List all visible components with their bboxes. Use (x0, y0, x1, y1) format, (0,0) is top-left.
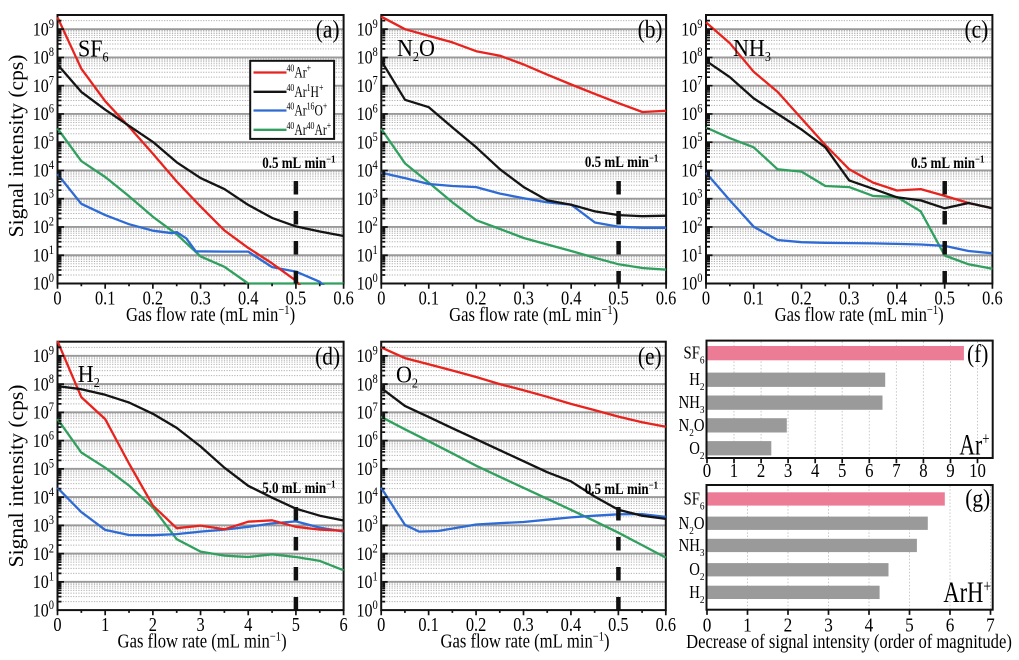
svg-text:7: 7 (986, 614, 995, 637)
svg-text:3: 3 (197, 614, 205, 636)
svg-text:4: 4 (244, 614, 252, 636)
svg-text:0.4: 0.4 (561, 287, 581, 309)
svg-text:0.6: 0.6 (656, 614, 676, 636)
svg-text:Gas flow rate (mL min−1): Gas flow rate (mL min−1) (126, 302, 295, 327)
svg-text:0: 0 (377, 614, 385, 636)
svg-text:N2O: N2O (679, 515, 705, 537)
svg-text:NH3: NH3 (733, 35, 771, 64)
svg-text:2: 2 (784, 614, 793, 637)
svg-text:8: 8 (919, 459, 927, 481)
svg-text:0.6: 0.6 (656, 287, 676, 309)
svg-text:(c): (c) (965, 16, 989, 44)
svg-text:2: 2 (757, 459, 765, 481)
svg-text:Signal intensity (cps): Signal intensity (cps) (4, 55, 28, 238)
svg-text:0: 0 (53, 287, 61, 309)
svg-text:0.1: 0.1 (419, 287, 439, 309)
svg-text:0: 0 (703, 459, 711, 481)
svg-text:40Ar+: 40Ar+ (287, 64, 312, 81)
svg-text:NH3: NH3 (679, 394, 705, 416)
svg-text:0.4: 0.4 (238, 287, 258, 309)
svg-text:0: 0 (702, 287, 710, 309)
svg-text:N2O: N2O (397, 35, 435, 64)
svg-text:Gas flow rate (mL min−1): Gas flow rate (mL min−1) (775, 302, 944, 327)
svg-text:Gas flow rate (mL min−1): Gas flow rate (mL min−1) (440, 629, 609, 654)
svg-text:0.2: 0.2 (143, 287, 163, 309)
svg-text:0.5 mL min−1: 0.5 mL min−1 (911, 154, 985, 172)
svg-text:0.2: 0.2 (791, 287, 811, 309)
svg-text:0.6: 0.6 (982, 287, 1002, 309)
svg-text:0.5 mL min−1: 0.5 mL min−1 (262, 154, 336, 172)
svg-text:ArH+: ArH+ (943, 575, 991, 609)
svg-text:6: 6 (946, 614, 955, 637)
svg-text:0.5: 0.5 (286, 287, 306, 309)
svg-text:7: 7 (892, 459, 900, 481)
svg-text:0.5 mL min−1: 0.5 mL min−1 (585, 153, 659, 171)
svg-text:40Ar40Ar+: 40Ar40Ar+ (287, 121, 332, 138)
svg-text:0.6: 0.6 (333, 287, 353, 309)
svg-text:1: 1 (730, 459, 738, 481)
svg-text:0.3: 0.3 (190, 287, 210, 309)
svg-text:0: 0 (53, 614, 61, 636)
svg-text:SF6: SF6 (684, 490, 705, 512)
svg-text:0.4: 0.4 (561, 614, 581, 636)
svg-text:3: 3 (784, 459, 792, 481)
svg-text:NH3: NH3 (679, 537, 705, 559)
svg-text:(a): (a) (316, 16, 340, 44)
svg-text:40Ar16O+: 40Ar16O+ (287, 102, 328, 119)
svg-text:9: 9 (946, 459, 954, 481)
svg-text:4: 4 (811, 459, 819, 481)
svg-text:0.2: 0.2 (466, 614, 486, 636)
svg-text:6: 6 (340, 614, 348, 636)
svg-text:N2O: N2O (679, 417, 705, 439)
svg-text:10: 10 (969, 459, 986, 481)
svg-text:Signal intensity (cps): Signal intensity (cps) (4, 385, 28, 568)
svg-text:5: 5 (838, 459, 846, 481)
svg-text:0.5 mL min−1: 0.5 mL min−1 (585, 480, 659, 498)
svg-text:5.0 mL min−1: 5.0 mL min−1 (262, 479, 336, 497)
svg-text:0.1: 0.1 (95, 287, 115, 309)
svg-text:SF6: SF6 (684, 345, 705, 367)
svg-text:Gas flow rate (mL min−1): Gas flow rate (mL min−1) (449, 302, 618, 327)
svg-text:0.1: 0.1 (418, 614, 438, 636)
svg-text:2: 2 (149, 614, 157, 636)
svg-text:0.3: 0.3 (513, 614, 533, 636)
svg-text:0.4: 0.4 (887, 287, 907, 309)
svg-text:(g): (g) (965, 485, 990, 513)
svg-text:1: 1 (743, 614, 752, 637)
svg-text:0.2: 0.2 (466, 287, 486, 309)
svg-text:0.5: 0.5 (608, 614, 628, 636)
svg-text:0.5: 0.5 (608, 287, 628, 309)
svg-text:(e): (e) (638, 343, 662, 371)
svg-text:0.3: 0.3 (513, 287, 533, 309)
svg-text:Decrease of signal intensity (: Decrease of signal intensity (order of m… (686, 630, 1012, 653)
svg-text:(f): (f) (967, 340, 988, 368)
svg-text:0: 0 (377, 287, 385, 309)
svg-text:4: 4 (865, 614, 874, 637)
svg-text:40Ar1H+: 40Ar1H+ (287, 83, 324, 100)
svg-text:0: 0 (703, 614, 712, 637)
svg-text:5: 5 (905, 614, 914, 637)
svg-text:0.1: 0.1 (743, 287, 763, 309)
svg-text:0.5: 0.5 (934, 287, 954, 309)
svg-text:(b): (b) (638, 16, 663, 44)
svg-text:(d): (d) (315, 343, 340, 371)
svg-text:0.3: 0.3 (839, 287, 859, 309)
svg-text:6: 6 (865, 459, 873, 481)
svg-text:3: 3 (824, 614, 833, 637)
svg-text:1: 1 (101, 614, 109, 636)
svg-text:Gas flow rate (mL min−1): Gas flow rate (mL min−1) (118, 629, 287, 654)
svg-text:5: 5 (292, 614, 300, 636)
